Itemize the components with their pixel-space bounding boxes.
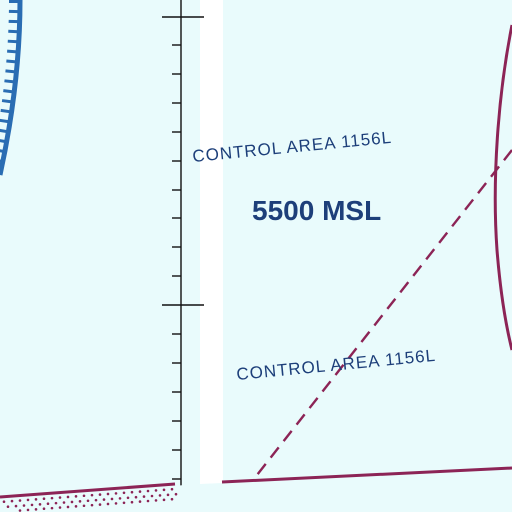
dashed-control-boundary xyxy=(227,149,512,512)
lat-lon-tick-line xyxy=(162,0,204,512)
white-meridian-band xyxy=(200,0,223,512)
airspace-boundary-magenta-arc xyxy=(493,24,512,351)
altitude-label: 5500 MSL xyxy=(252,195,381,226)
class-airspace-boundary-blue xyxy=(0,0,23,176)
restricted-area-edge xyxy=(0,466,512,512)
